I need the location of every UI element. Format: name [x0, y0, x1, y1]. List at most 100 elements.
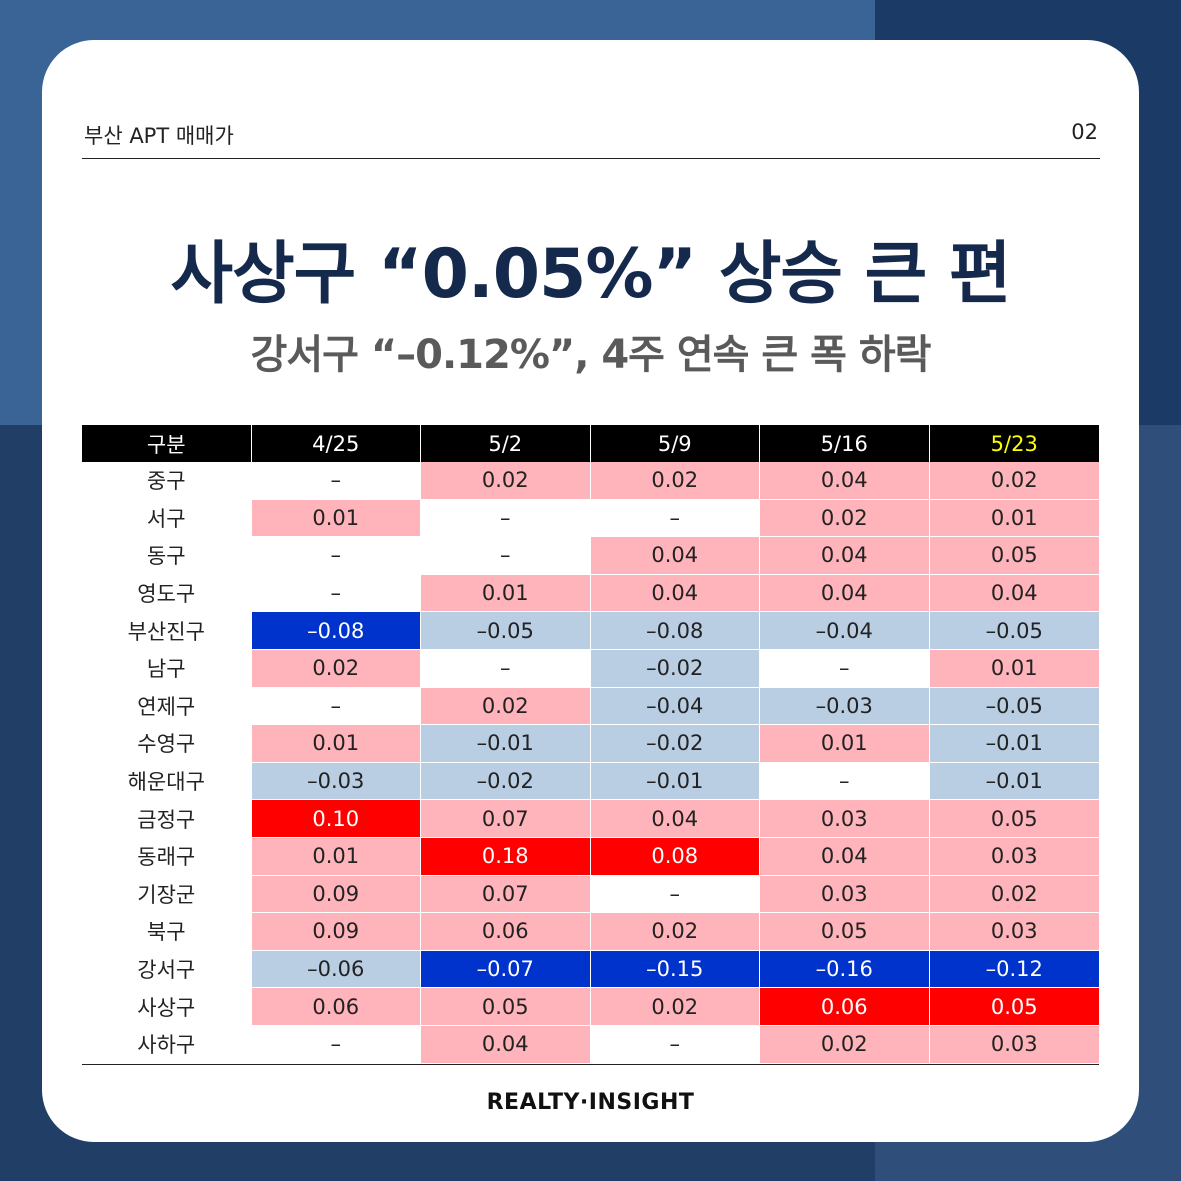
data-cell: –0.06 — [251, 950, 421, 989]
data-cell: 0.03 — [929, 1025, 1099, 1064]
data-cell: 0.01 — [929, 649, 1099, 688]
data-cell: 0.02 — [421, 687, 591, 726]
data-cell: 0.03 — [929, 913, 1099, 951]
table-row: 사하구 –0.04–0.02 0.03 — [82, 1025, 1099, 1064]
data-cell: 0.09 — [251, 875, 421, 914]
column-header-date: 5/23 — [929, 425, 1099, 462]
district-label: 사상구 — [82, 988, 252, 1026]
data-cell: 0.06 — [760, 988, 930, 1026]
table-row: 동래구 0.01 0.18 0.08 0.04 0.03 — [82, 837, 1099, 876]
data-cell: 0.01 — [251, 837, 421, 876]
data-cell: –0.04 — [590, 687, 760, 726]
data-cell: 0.02 — [929, 875, 1099, 914]
data-cell: –0.03 — [760, 687, 930, 726]
data-cell: –0.15 — [590, 950, 760, 989]
data-cell: –0.02 — [590, 649, 760, 688]
data-cell: – — [251, 574, 421, 613]
data-cell: 0.05 — [421, 988, 591, 1026]
price-change-table: 구분 4/25 5/2 5/9 5/16 5/23 중구 –0.02 0.02 0.04 0.02… — [82, 425, 1099, 1065]
table-row: 사상구 0.06 0.05 0.02 0.06 0.05 — [82, 988, 1099, 1026]
column-header-date: 5/9 — [590, 425, 760, 462]
district-label: 기장군 — [82, 875, 252, 914]
data-cell: 0.02 — [929, 462, 1099, 500]
data-cell: –0.08 — [251, 612, 421, 650]
brand-logo-text: REALTY·INSIGHT — [486, 1090, 695, 1115]
data-cell: –0.05 — [929, 687, 1099, 726]
data-cell: 0.02 — [760, 499, 930, 538]
column-header-date: 5/16 — [760, 425, 930, 462]
data-cell: 0.04 — [590, 537, 760, 575]
district-label: 사하구 — [82, 1025, 252, 1064]
data-cell: – — [251, 687, 421, 726]
data-cell: 0.01 — [251, 725, 421, 763]
data-cell: 0.04 — [421, 1025, 591, 1064]
table-row: 동구 – –0.04 0.04 0.05 — [82, 537, 1099, 575]
data-cell: 0.04 — [760, 537, 930, 575]
data-cell: 0.02 — [590, 988, 760, 1026]
table-row: 수영구 0.01 –0.01 –0.02 0.01 –0.01 — [82, 725, 1099, 763]
column-header-category: 구분 — [82, 425, 252, 462]
data-cell: 0.04 — [760, 574, 930, 613]
table-row: 금정구 0.10 0.07 0.04 0.03 0.05 — [82, 800, 1099, 838]
data-cell: – — [251, 1025, 421, 1064]
data-cell: – — [760, 649, 930, 688]
data-cell: 0.04 — [760, 462, 930, 500]
data-cell: –0.07 — [421, 950, 591, 989]
data-cell: – — [421, 537, 591, 575]
district-label: 서구 — [82, 499, 252, 538]
data-cell: 0.04 — [590, 574, 760, 613]
data-cell: –0.08 — [590, 612, 760, 650]
district-label: 연제구 — [82, 687, 252, 726]
data-cell: –0.01 — [929, 725, 1099, 763]
table-row: 해운대구 –0.03 –0.02 –0.01– –0.01 — [82, 762, 1099, 801]
data-cell: –0.05 — [929, 612, 1099, 650]
table-row: 강서구 –0.06 –0.07 –0.15 –0.16 –0.12 — [82, 950, 1099, 989]
district-label: 부산진구 — [82, 612, 252, 650]
data-cell: 0.04 — [929, 574, 1099, 613]
data-cell: 0.05 — [760, 913, 930, 951]
data-cell: 0.03 — [929, 837, 1099, 876]
data-cell: –0.02 — [590, 725, 760, 763]
subtitle: 강서구 “–0.12%”, 4주 연속 큰 폭 하락 — [250, 332, 932, 378]
table-row: 기장군 0.09 0.07–0.03 0.02 — [82, 875, 1099, 914]
data-cell: 0.10 — [251, 800, 421, 838]
table-row: 북구 0.09 0.06 0.02 0.05 0.03 — [82, 913, 1099, 951]
data-cell: 0.05 — [929, 537, 1099, 575]
data-cell: –0.05 — [421, 612, 591, 650]
content-card: 부산 APT 매매가 02 사상구 “0.05%” 상승 큰 편 강서구 “–0… — [42, 40, 1139, 1142]
data-cell: 0.02 — [251, 649, 421, 688]
district-label: 영도구 — [82, 574, 252, 613]
data-cell: –0.01 — [929, 762, 1099, 801]
table-row: 부산진구 –0.08 –0.05 –0.08 –0.04 –0.05 — [82, 612, 1099, 650]
data-cell: – — [251, 462, 421, 500]
table-row: 영도구 –0.01 0.04 0.04 0.04 — [82, 574, 1099, 613]
data-cell: 0.05 — [929, 800, 1099, 838]
data-cell: 0.09 — [251, 913, 421, 951]
data-cell: –0.12 — [929, 950, 1099, 989]
data-cell: 0.07 — [421, 875, 591, 914]
district-label: 동구 — [82, 537, 252, 575]
data-cell: 0.18 — [421, 837, 591, 876]
data-cell: 0.03 — [760, 875, 930, 914]
district-label: 해운대구 — [82, 762, 252, 801]
data-cell: 0.02 — [421, 462, 591, 500]
data-cell: –0.02 — [421, 762, 591, 801]
table-row: 중구 –0.02 0.02 0.04 0.02 — [82, 462, 1099, 500]
data-cell: – — [590, 875, 760, 914]
data-cell: 0.02 — [760, 1025, 930, 1064]
table-header: 구분 4/25 5/2 5/9 5/16 5/23 — [82, 425, 1099, 462]
data-cell: –0.04 — [760, 612, 930, 650]
data-cell: 0.01 — [929, 499, 1099, 538]
district-label: 강서구 — [82, 950, 252, 989]
data-cell: 0.01 — [251, 499, 421, 538]
data-cell: 0.06 — [421, 913, 591, 951]
data-cell: 0.04 — [590, 800, 760, 838]
district-label: 금정구 — [82, 800, 252, 838]
district-label: 수영구 — [82, 725, 252, 763]
data-cell: 0.02 — [590, 913, 760, 951]
data-cell: 0.01 — [760, 725, 930, 763]
data-cell: –0.16 — [760, 950, 930, 989]
data-cell: 0.05 — [929, 988, 1099, 1026]
data-cell: – — [760, 762, 930, 801]
data-cell: – — [590, 499, 760, 538]
